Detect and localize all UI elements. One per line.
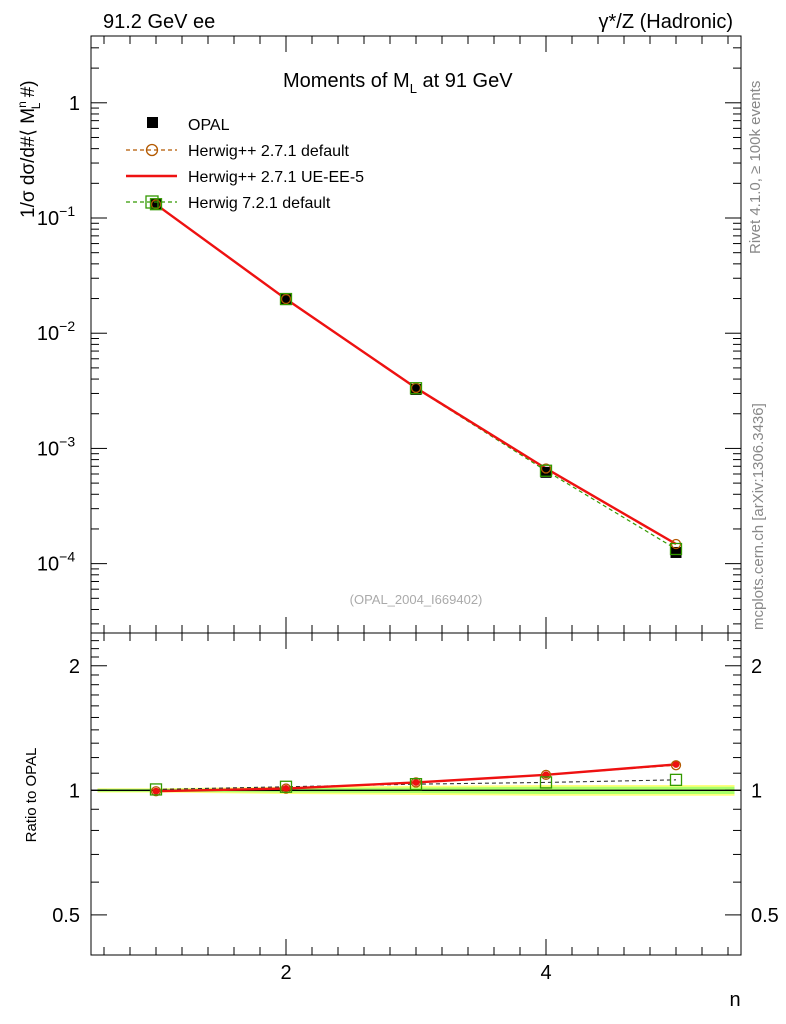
data-point-herwigpp-default (540, 463, 552, 474)
legend-marker-herwigpp-default (145, 143, 159, 157)
mcplots-label: mcplots.cern.ch [arXiv:1306.3436] (750, 403, 767, 630)
ratio-point-herwigpp-ue (672, 760, 680, 768)
main-series (149, 198, 683, 558)
chart-title: Moments of ML at 91 GeV (283, 70, 513, 96)
data-point-opal (410, 383, 422, 395)
ratio-point-herwig7 (149, 783, 163, 796)
ratio-y-tick-label-left: 2 (69, 656, 80, 678)
ratio-ticks: 0.5 0.5 1 1 2 2 2 4 (52, 632, 779, 984)
header-left: 91.2 GeV ee (103, 11, 215, 33)
main-y-tick-label: 10−4 (37, 549, 75, 576)
main-ticks: 10−4 10−3 10−2 10−1 1 (37, 36, 741, 633)
x-tick-label: 4 (540, 962, 551, 984)
ratio-y-tick-label-right: 1 (751, 780, 762, 802)
main-y-tick-label: 10−1 (37, 203, 75, 230)
ratio-point-herwigpp-default (280, 783, 292, 794)
data-point-herwig7 (279, 292, 293, 306)
main-y-tick-label: 1 (69, 93, 80, 115)
ratio-series (149, 760, 683, 797)
analysis-watermark: (OPAL_2004_I669402) (350, 592, 483, 607)
ratio-y-axis-label: Ratio to OPAL (23, 748, 40, 843)
data-point-opal (280, 294, 292, 306)
rivet-version-label: Rivet 4.1.0, ≥ 100k events (747, 81, 764, 254)
ratio-point-herwigpp-default (150, 786, 162, 797)
legend-marker-herwig7 (145, 195, 159, 209)
ratio-panel: 0.5 0.5 1 1 2 2 2 4 Ratio to OPAL n (23, 632, 779, 1011)
x-axis-label: n (729, 989, 740, 1011)
series-line-herwigpp-ue (155, 203, 677, 546)
data-point-herwigpp-default (150, 199, 162, 210)
ratio-y-tick-label-right: 2 (751, 656, 762, 678)
ratio-point-herwig7 (279, 780, 293, 793)
ratio-y-tick-label-left: 1 (69, 780, 80, 802)
data-point-opal (670, 546, 682, 558)
legend-label-herwigpp-default: Herwig++ 2.7.1 default (188, 143, 350, 160)
header-right: γ*/Z (Hadronic) (599, 11, 733, 33)
legend: OPAL Herwig++ 2.7.1 default Herwig++ 2.7… (126, 117, 364, 212)
legend-label-opal: OPAL (188, 117, 230, 134)
x-tick-label: 2 (280, 962, 291, 984)
data-point-opal (150, 198, 162, 210)
ratio-point-herwig7 (669, 773, 683, 787)
data-point-herwigpp-default (280, 293, 292, 305)
ratio-point-herwigpp-default (410, 777, 422, 788)
data-point-herwigpp-default (410, 382, 422, 394)
series-line-herwigpp-default (155, 203, 677, 545)
ratio-point-herwigpp-default (670, 760, 682, 771)
main-y-tick-label: 10−2 (37, 318, 75, 345)
ratio-y-tick-label-right: 0.5 (751, 905, 779, 927)
legend-label-herwig7: Herwig 7.2.1 default (188, 195, 331, 212)
main-panel: 10−4 10−3 10−2 10−1 1 Moments of ML at 91 Ge… (15, 35, 742, 634)
data-point-herwig7 (539, 464, 553, 477)
ratio-point-herwig7 (539, 776, 553, 789)
ratio-point-herwig7 (409, 777, 423, 791)
legend-label-herwigpp-ue: Herwig++ 2.7.1 UE-EE-5 (188, 169, 364, 186)
ratio-y-tick-label-left: 0.5 (52, 905, 80, 927)
series-line-herwig7 (155, 203, 677, 550)
ratio-point-herwigpp-default (540, 769, 552, 780)
data-point-herwig7 (409, 382, 423, 395)
ratio-point-herwigpp-ue (412, 778, 420, 786)
ratio-point-herwigpp-ue (282, 785, 290, 793)
legend-marker-opal (147, 117, 158, 128)
y-axis-label: 1/σ dσ/d#⟨ MnL #) (15, 80, 43, 218)
data-point-herwig7 (149, 198, 163, 211)
data-point-herwig7 (669, 542, 683, 556)
ratio-point-herwigpp-ue (152, 787, 160, 795)
main-y-tick-label: 10−3 (37, 433, 75, 460)
